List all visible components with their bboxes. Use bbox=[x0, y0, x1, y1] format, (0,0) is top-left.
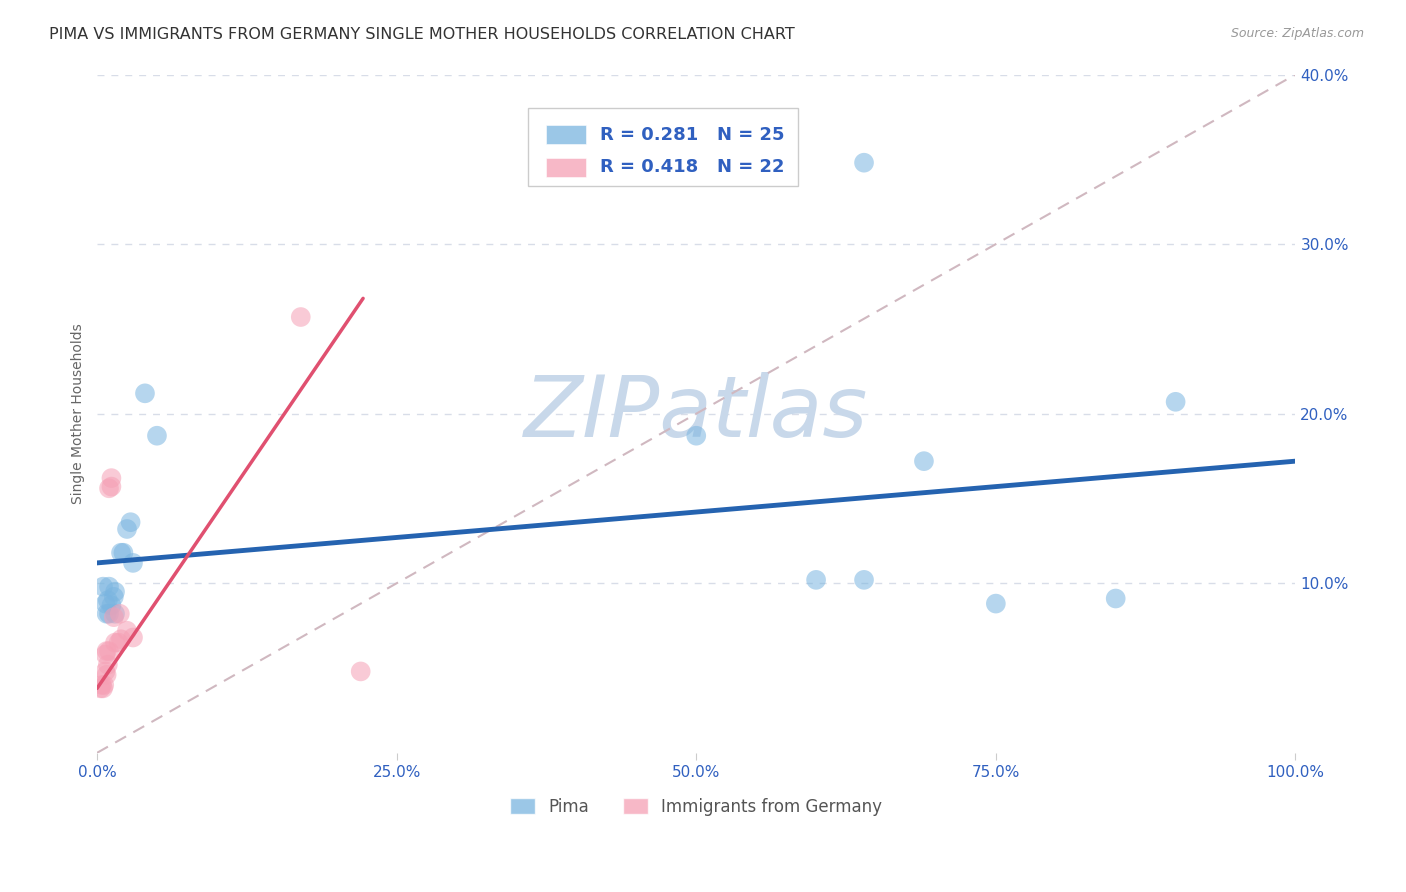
Text: Source: ZipAtlas.com: Source: ZipAtlas.com bbox=[1230, 27, 1364, 40]
Point bbox=[110, 546, 132, 560]
Point bbox=[94, 648, 117, 662]
Point bbox=[120, 515, 142, 529]
Point bbox=[290, 310, 312, 324]
Point bbox=[912, 454, 935, 468]
Point bbox=[91, 580, 114, 594]
Point bbox=[104, 635, 127, 649]
Point bbox=[1105, 591, 1128, 606]
Legend: Pima, Immigrants from Germany: Pima, Immigrants from Germany bbox=[503, 791, 889, 822]
Point bbox=[94, 665, 117, 679]
Point bbox=[93, 678, 115, 692]
Point bbox=[853, 573, 876, 587]
Point bbox=[110, 632, 132, 647]
Point bbox=[134, 386, 156, 401]
Point bbox=[96, 607, 118, 621]
Point bbox=[94, 597, 117, 611]
Point bbox=[98, 644, 121, 658]
Text: PIMA VS IMMIGRANTS FROM GERMANY SINGLE MOTHER HOUSEHOLDS CORRELATION CHART: PIMA VS IMMIGRANTS FROM GERMANY SINGLE M… bbox=[49, 27, 794, 42]
Point bbox=[96, 644, 118, 658]
Point bbox=[97, 657, 120, 672]
Point bbox=[103, 610, 125, 624]
Point bbox=[97, 593, 120, 607]
Point bbox=[115, 624, 138, 638]
Text: R = 0.281   N = 25: R = 0.281 N = 25 bbox=[600, 126, 785, 144]
Point bbox=[100, 471, 122, 485]
Text: R = 0.418   N = 22: R = 0.418 N = 22 bbox=[600, 158, 785, 176]
Point bbox=[90, 681, 112, 696]
Point bbox=[104, 607, 127, 621]
Point bbox=[122, 556, 145, 570]
Point bbox=[1164, 394, 1187, 409]
Y-axis label: Single Mother Households: Single Mother Households bbox=[72, 323, 86, 504]
Point bbox=[91, 681, 114, 696]
Point bbox=[112, 546, 135, 560]
FancyBboxPatch shape bbox=[529, 109, 799, 186]
Point bbox=[984, 597, 1007, 611]
Point bbox=[350, 665, 373, 679]
Point bbox=[98, 580, 121, 594]
Point bbox=[100, 480, 122, 494]
FancyBboxPatch shape bbox=[547, 158, 586, 177]
Point bbox=[90, 678, 112, 692]
Text: ZIPatlas: ZIPatlas bbox=[524, 372, 869, 455]
Point bbox=[100, 599, 122, 613]
Point bbox=[96, 668, 118, 682]
Point bbox=[115, 522, 138, 536]
Point bbox=[804, 573, 827, 587]
Point bbox=[122, 631, 145, 645]
Point bbox=[98, 607, 121, 621]
Point bbox=[103, 590, 125, 604]
FancyBboxPatch shape bbox=[547, 126, 586, 145]
Point bbox=[107, 635, 129, 649]
Point bbox=[108, 607, 131, 621]
Point bbox=[853, 155, 876, 169]
Point bbox=[98, 481, 121, 495]
Point bbox=[104, 584, 127, 599]
Point bbox=[146, 428, 169, 442]
Point bbox=[685, 428, 707, 442]
